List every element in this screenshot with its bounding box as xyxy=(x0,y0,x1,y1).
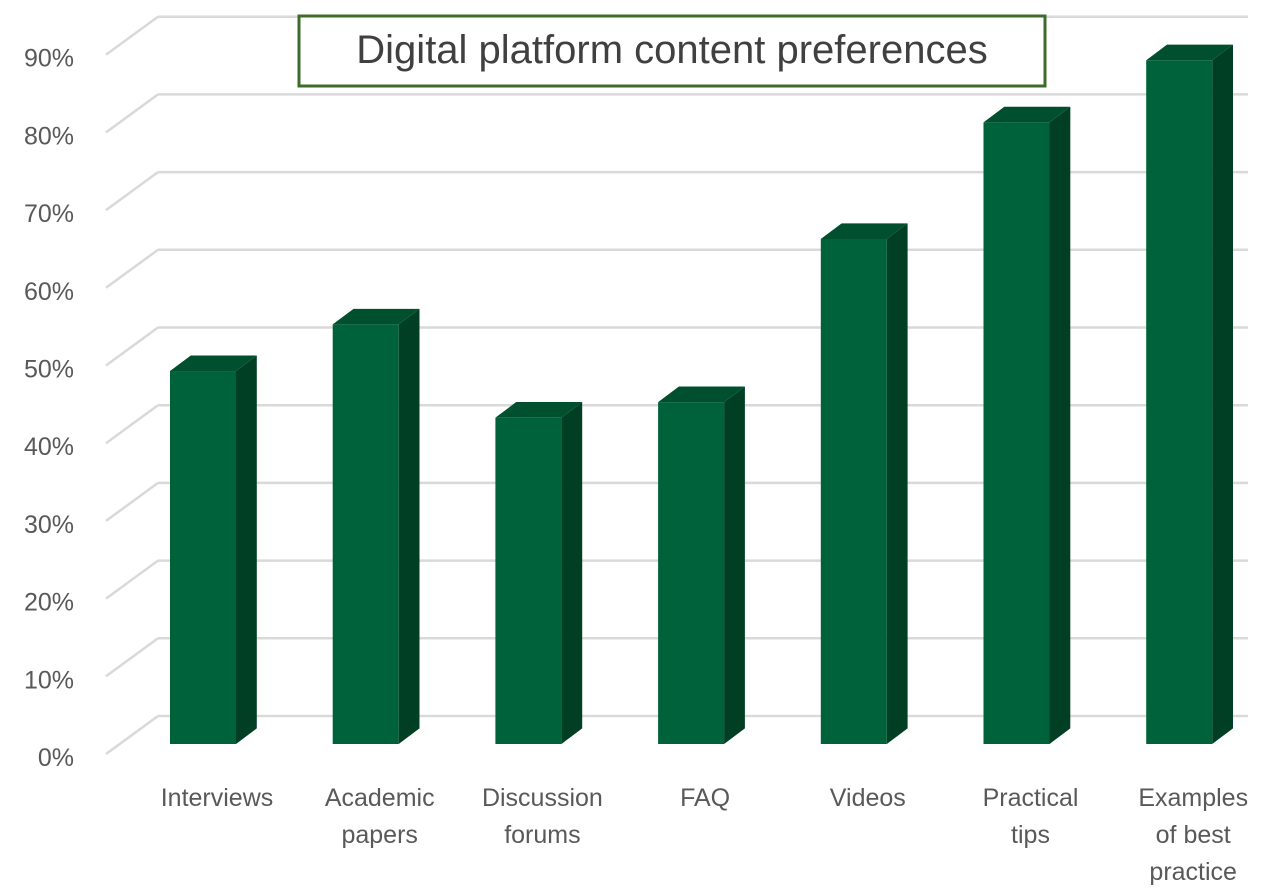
x-category-label: FAQ xyxy=(680,784,730,812)
bar-front xyxy=(170,371,236,744)
y-tick-label: 50% xyxy=(24,356,74,384)
y-tick-label: 90% xyxy=(24,45,74,73)
bar-top xyxy=(170,355,257,372)
bar-side xyxy=(886,223,908,745)
bar xyxy=(495,402,583,744)
y-tick-label: 60% xyxy=(24,278,74,306)
chart-title-border xyxy=(297,14,1047,88)
gridline-diagonal xyxy=(105,93,159,134)
gridline-diagonal xyxy=(105,404,159,445)
gridline-diagonal xyxy=(105,637,159,678)
bar xyxy=(332,308,420,744)
gridline-diagonal xyxy=(105,171,159,212)
gridline-diagonal xyxy=(105,15,159,56)
bar xyxy=(1146,44,1233,745)
x-category-label: Interviews xyxy=(161,784,274,812)
chart-title: Digital platform content preferences xyxy=(356,28,987,72)
y-axis-tick-labels: 0% 10% 20% 30% 40% 50% 60% 70% 80% 90% xyxy=(24,45,74,772)
y-tick-label: 0% xyxy=(38,744,74,772)
bar-side xyxy=(561,402,583,744)
x-category-label: Discussion forums xyxy=(482,784,603,849)
x-axis-category-labels: Interviews Academic papers Discussion forums… xyxy=(161,784,1248,886)
bar-top xyxy=(495,402,583,418)
chart-title-box: Digital platform content preferences xyxy=(297,14,1047,88)
gridline-diagonal xyxy=(105,559,159,600)
bar-top xyxy=(820,223,908,239)
bar xyxy=(983,106,1071,745)
bar-front xyxy=(658,402,725,744)
gridline-diagonal xyxy=(105,714,159,756)
gridline-diagonal xyxy=(105,326,159,367)
bar-front xyxy=(332,324,399,744)
gridline-diagonal xyxy=(105,248,159,289)
bar-side xyxy=(724,386,745,744)
bar-front xyxy=(820,238,887,744)
bar-side xyxy=(398,308,420,744)
bar-side xyxy=(1212,44,1233,744)
gridline-diagonal xyxy=(105,481,159,522)
bar-side xyxy=(236,355,257,744)
bars xyxy=(170,44,1233,745)
x-category-label: Practical tips xyxy=(983,784,1079,849)
y-tick-label: 10% xyxy=(24,666,74,694)
y-tick-label: 20% xyxy=(24,589,74,617)
x-category-label: Academic papers xyxy=(325,784,435,849)
y-tick-label: 30% xyxy=(24,511,74,539)
x-category-label: Examples of best practice xyxy=(1138,784,1248,886)
x-category-label: Videos xyxy=(830,784,906,812)
y-tick-label: 70% xyxy=(24,200,74,228)
bar-side xyxy=(1049,106,1071,745)
bar xyxy=(170,355,257,744)
bar xyxy=(658,386,745,744)
bar-front xyxy=(495,417,562,744)
bar-front xyxy=(983,122,1050,744)
y-tick-label: 40% xyxy=(24,433,74,461)
bar-top xyxy=(332,308,420,325)
bar-front xyxy=(1146,60,1213,745)
bar-top xyxy=(983,106,1071,123)
bar-top xyxy=(1146,44,1233,61)
bar xyxy=(820,223,908,745)
bar-top xyxy=(658,386,745,403)
y-tick-label: 80% xyxy=(24,122,74,150)
